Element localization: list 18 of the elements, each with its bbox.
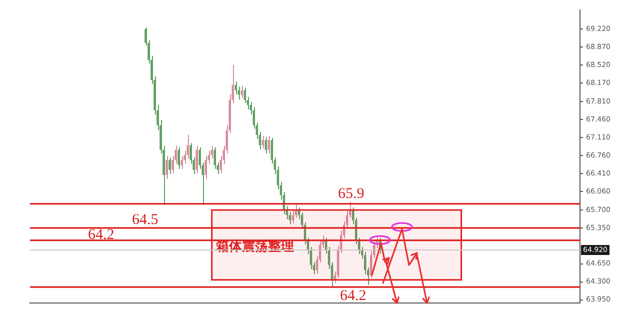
candlestick — [210, 145, 213, 160]
candlestick — [166, 155, 168, 180]
candlestick — [204, 155, 207, 180]
candlestick — [214, 146, 216, 170]
annotation: 64.2 — [340, 288, 366, 304]
annotation: 64.2 — [88, 227, 114, 243]
annotation: 65.9 — [338, 186, 364, 202]
annotation: 64.5 — [132, 212, 158, 228]
candlestick — [196, 145, 198, 174]
candlestick — [244, 87, 246, 104]
candlestick — [234, 80, 237, 95]
candlestick — [264, 136, 268, 154]
candlestick — [268, 135, 270, 154]
candlestick — [180, 155, 183, 170]
candlestick — [240, 85, 244, 98]
candlestick — [178, 146, 180, 170]
candlestick — [168, 157, 171, 174]
candlestick — [186, 134, 189, 160]
